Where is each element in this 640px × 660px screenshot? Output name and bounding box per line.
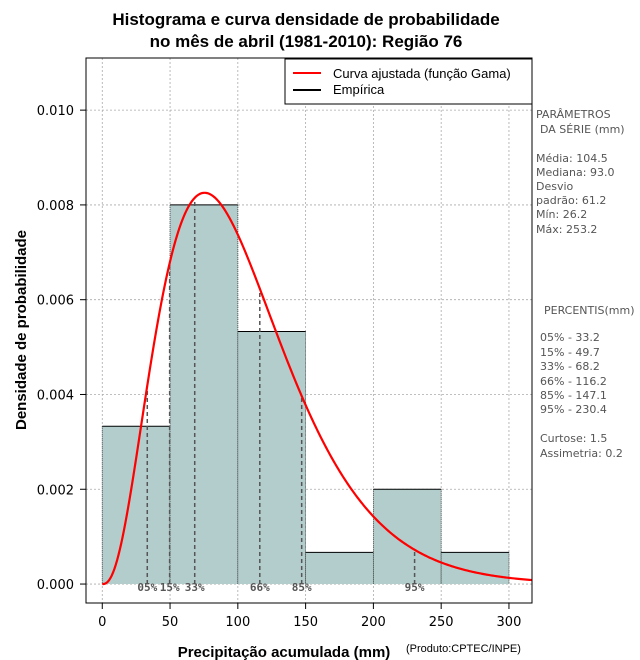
param-stddev-2: padrão: 61.2	[536, 194, 606, 207]
percentil-33: 33% - 68.2	[540, 360, 600, 373]
chart-title-line-1: Histograma e curva densidade de probabil…	[112, 10, 499, 29]
histogram-bar	[441, 552, 509, 585]
legend-box	[284, 58, 533, 105]
y-tick-label: 0.000	[37, 578, 74, 593]
y-tick-label: 0.006	[37, 294, 74, 309]
param-max: Máx: 253.2	[536, 223, 597, 236]
x-tick-label: 250	[429, 615, 454, 630]
y-tick-label: 0.008	[37, 199, 74, 214]
x-tick-label: 300	[497, 615, 522, 630]
x-tick-label: 100	[225, 615, 250, 630]
percentil-95: 95% - 230.4	[540, 403, 607, 416]
percentile-label: 85%	[292, 581, 312, 594]
y-tick-label: 0.004	[37, 388, 74, 403]
percentis-title: PERCENTIS(mm)	[544, 304, 635, 317]
percentil-85: 85% - 147.1	[540, 389, 607, 402]
plot-frame	[85, 57, 533, 604]
percentile-label: 15%	[160, 581, 180, 594]
histogram-bars	[101, 204, 510, 585]
param-mean: Média: 104.5	[536, 152, 608, 165]
percentil-05: 05% - 33.2	[540, 331, 600, 344]
params-title: PARÂMETROS	[536, 108, 611, 121]
param-stddev-1: Desvio	[536, 180, 574, 193]
skewness: Assimetria: 0.2	[540, 447, 623, 460]
percentil-66: 66% - 116.2	[540, 375, 607, 388]
histogram-bar	[102, 426, 171, 585]
param-min: Mín: 26.2	[536, 208, 587, 221]
y-tick-label: 0.002	[37, 483, 74, 498]
histogram-bar	[373, 489, 442, 585]
y-axis: 0.000 0.002 0.004 0.006 0.008 0.010	[37, 104, 86, 593]
percentil-15: 15% - 49.7	[540, 346, 600, 359]
x-tick-label: 200	[361, 615, 386, 630]
legend-label-fit: Curva ajustada (função Gama)	[333, 66, 511, 81]
histogram-bar	[305, 552, 374, 585]
chart-title-line-2: no mês de abril (1981-2010): Região 76	[150, 32, 463, 51]
gamma-curve	[102, 191, 533, 586]
percentile-label: 66%	[250, 581, 270, 594]
percentile-label: 33%	[185, 581, 205, 594]
percentile-label: 05%	[137, 581, 157, 594]
legend-label-empirical: Empírica	[333, 82, 385, 97]
histogram-bar	[237, 331, 306, 585]
param-median: Mediana: 93.0	[536, 166, 614, 179]
histogram-bar	[170, 204, 238, 585]
product-credit: (Produto:CPTEC/INPE)	[406, 643, 521, 655]
x-tick-label: 50	[162, 615, 179, 630]
gamma-fit-curve	[102, 191, 533, 586]
percentile-label: 95%	[405, 581, 425, 594]
x-axis: 0 50 100 150 200 250 300	[98, 603, 521, 630]
kurtosis: Curtose: 1.5	[540, 432, 607, 445]
x-tick-label: 0	[98, 615, 106, 630]
legend: Curva ajustada (função Gama) Empírica	[284, 58, 533, 105]
params-subtitle: DA SÉRIE (mm)	[540, 123, 625, 136]
y-tick-label: 0.010	[37, 104, 74, 119]
x-tick-label: 150	[293, 615, 318, 630]
x-axis-label: Precipitação acumulada (mm)	[178, 644, 391, 660]
y-axis-label: Densidade de probabilidade	[13, 230, 30, 430]
percentile-lines: 05% 15% 33% 66% 85% 95%	[137, 197, 425, 594]
statistics-panel: PARÂMETROS DA SÉRIE (mm) Média: 104.5 Me…	[536, 108, 635, 460]
